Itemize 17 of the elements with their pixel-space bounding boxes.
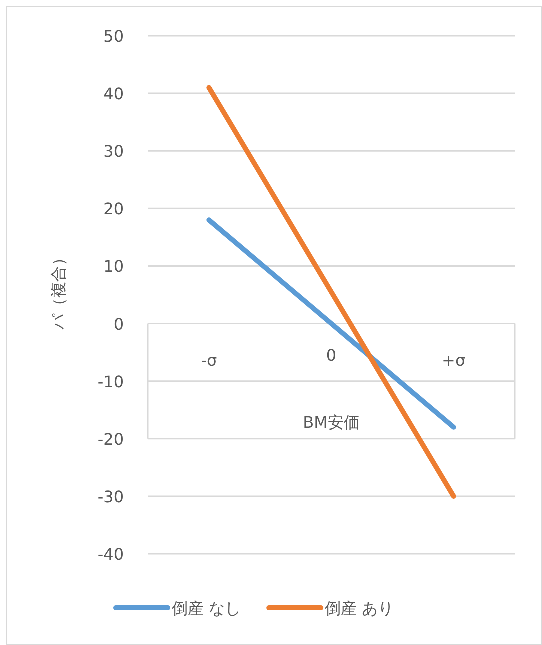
legend-label: 倒産 あり [325, 599, 394, 618]
y-tick-label: 0 [114, 314, 124, 334]
y-tick-label: -30 [98, 487, 124, 506]
legend-label: 倒産 なし [172, 599, 242, 618]
y-axis-title: パ（複合） [49, 250, 68, 331]
x-tick-label: +σ [442, 350, 466, 370]
y-tick-label: 40 [104, 84, 124, 104]
y-tick-label: 50 [104, 27, 124, 46]
x-tick-label: 0 [326, 346, 337, 365]
y-tick-label: -40 [98, 545, 124, 564]
y-tick-label: 10 [104, 257, 124, 276]
x-tick-label: -σ [201, 350, 218, 370]
y-tick-label: 30 [104, 142, 124, 162]
y-tick-label: 20 [104, 200, 124, 219]
y-tick-label: -10 [98, 372, 124, 392]
x-axis-title: BM安価 [303, 412, 360, 432]
y-tick-label: -20 [98, 430, 124, 449]
